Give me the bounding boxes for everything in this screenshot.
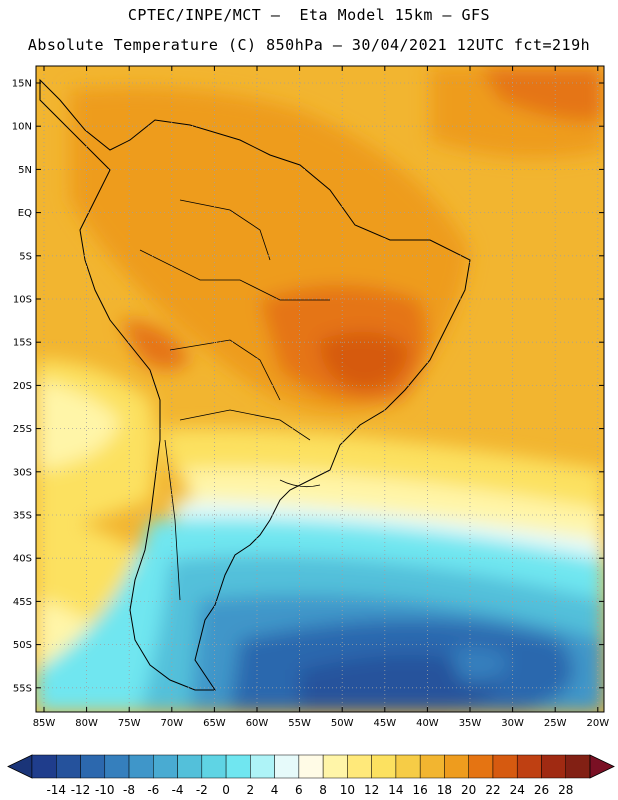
lon-label: 30W	[501, 718, 524, 729]
colorbar-label: -12	[71, 783, 91, 797]
lat-label: 50S	[13, 640, 32, 651]
colorbar-label: 8	[319, 783, 327, 797]
colorbar-swatch	[80, 754, 106, 779]
lat-label: 45S	[13, 597, 32, 608]
lat-label: 10S	[13, 295, 32, 306]
lat-label: 15S	[13, 338, 32, 349]
colorbar-swatch	[225, 754, 251, 779]
colorbar-label: -4	[172, 783, 184, 797]
colorbar-labels: -14 -12 -10 -8 -6 -4 -2 0 2 4 6 8 10 12 14 16 18 20 22 24 26…	[46, 783, 573, 797]
colorbar-underflow	[7, 754, 33, 779]
lat-label: 5S	[19, 251, 32, 262]
lat-label: EQ	[18, 208, 32, 219]
latitude-labels: 15N 10N 5N EQ 5S 10S 15S 20S 25S 30S 35S 40S 45S 50S 5…	[12, 79, 32, 695]
colorbar-swatch	[31, 754, 57, 779]
lon-label: 80W	[75, 718, 98, 729]
lat-label: 40S	[13, 554, 32, 565]
colorbar-label: 4	[271, 783, 279, 797]
lat-label: 30S	[13, 467, 32, 478]
colorbar-swatch	[516, 754, 542, 779]
lon-label: 75W	[118, 718, 141, 729]
map-frame	[35, 65, 605, 713]
colorbar-swatch	[201, 754, 227, 779]
colorbar-swatch	[541, 754, 566, 779]
colorbar-label: -10	[95, 783, 115, 797]
colorbar-swatch	[492, 754, 518, 779]
lon-label: 40W	[416, 718, 439, 729]
lat-label: 15N	[12, 79, 32, 90]
colorbar-overflow	[589, 754, 615, 779]
colorbar-label: 26	[534, 783, 549, 797]
lat-label: 35S	[13, 511, 32, 522]
lon-label: 25W	[544, 718, 567, 729]
map-title-line2: Absolute Temperature (C) 850hPa – 30/04/…	[27, 36, 591, 54]
axis-ticks	[36, 66, 604, 712]
colorbar-label: 12	[364, 783, 379, 797]
colorbar-swatch	[444, 754, 469, 779]
lon-label: 45W	[373, 718, 396, 729]
temperature-field	[36, 66, 604, 712]
lat-label: 25S	[13, 424, 32, 435]
colorbar-label: 2	[247, 783, 255, 797]
colorbar-swatch	[56, 754, 81, 779]
colorbar-label: 0	[222, 783, 230, 797]
lat-lon-grid	[36, 66, 604, 712]
colorbar-label: -2	[196, 783, 208, 797]
lat-label: 20S	[13, 381, 32, 392]
colorbar-swatch	[274, 754, 300, 779]
colorbar-label: -6	[147, 783, 159, 797]
colorbar-label: 24	[510, 783, 525, 797]
longitude-labels: 85W 80W 75W 70W 65W 60W 55W 50W 45W 40W 35W 30W 25W 2…	[33, 718, 610, 729]
colorbar-label: 6	[295, 783, 303, 797]
colorbar-swatch	[419, 754, 445, 779]
lon-label: 50W	[331, 718, 354, 729]
colorbar-swatch	[298, 754, 324, 779]
colorbar-swatch	[468, 754, 494, 779]
colorbar-label: 16	[413, 783, 428, 797]
colorbar-swatch	[395, 754, 421, 779]
lat-label: 55S	[13, 683, 32, 694]
colorbar-label: 14	[388, 783, 403, 797]
colorbar-swatch	[104, 754, 130, 779]
lon-label: 70W	[160, 718, 183, 729]
colorbar-swatch	[128, 754, 154, 779]
colorbar-swatch	[565, 754, 591, 779]
map-title-line1: CPTEC/INPE/MCT – Eta Model 15km – GFS	[127, 6, 491, 24]
colorbar-swatch	[153, 754, 178, 779]
colorbar-label: 22	[485, 783, 500, 797]
lat-label: 5N	[18, 165, 32, 176]
colorbar-swatch	[322, 754, 348, 779]
colorbar	[7, 754, 615, 779]
lon-label: 60W	[246, 718, 269, 729]
lon-label: 55W	[288, 718, 311, 729]
colorbar-swatch	[371, 754, 397, 779]
lon-label: 65W	[203, 718, 226, 729]
colorbar-label: 18	[437, 783, 452, 797]
south-america-coastline	[39, 78, 471, 691]
colorbar-label: -14	[46, 783, 66, 797]
lon-label: 85W	[33, 718, 56, 729]
colorbar-label: -8	[123, 783, 135, 797]
lon-label: 35W	[459, 718, 482, 729]
colorbar-swatch	[177, 754, 203, 779]
colorbar-swatch	[250, 754, 275, 779]
colorbar-label: 28	[558, 783, 573, 797]
colorbar-swatch	[347, 754, 372, 779]
colorbar-label: 10	[340, 783, 355, 797]
lon-label: 20W	[586, 718, 609, 729]
lat-label: 10N	[12, 122, 32, 133]
colorbar-label: 20	[461, 783, 476, 797]
